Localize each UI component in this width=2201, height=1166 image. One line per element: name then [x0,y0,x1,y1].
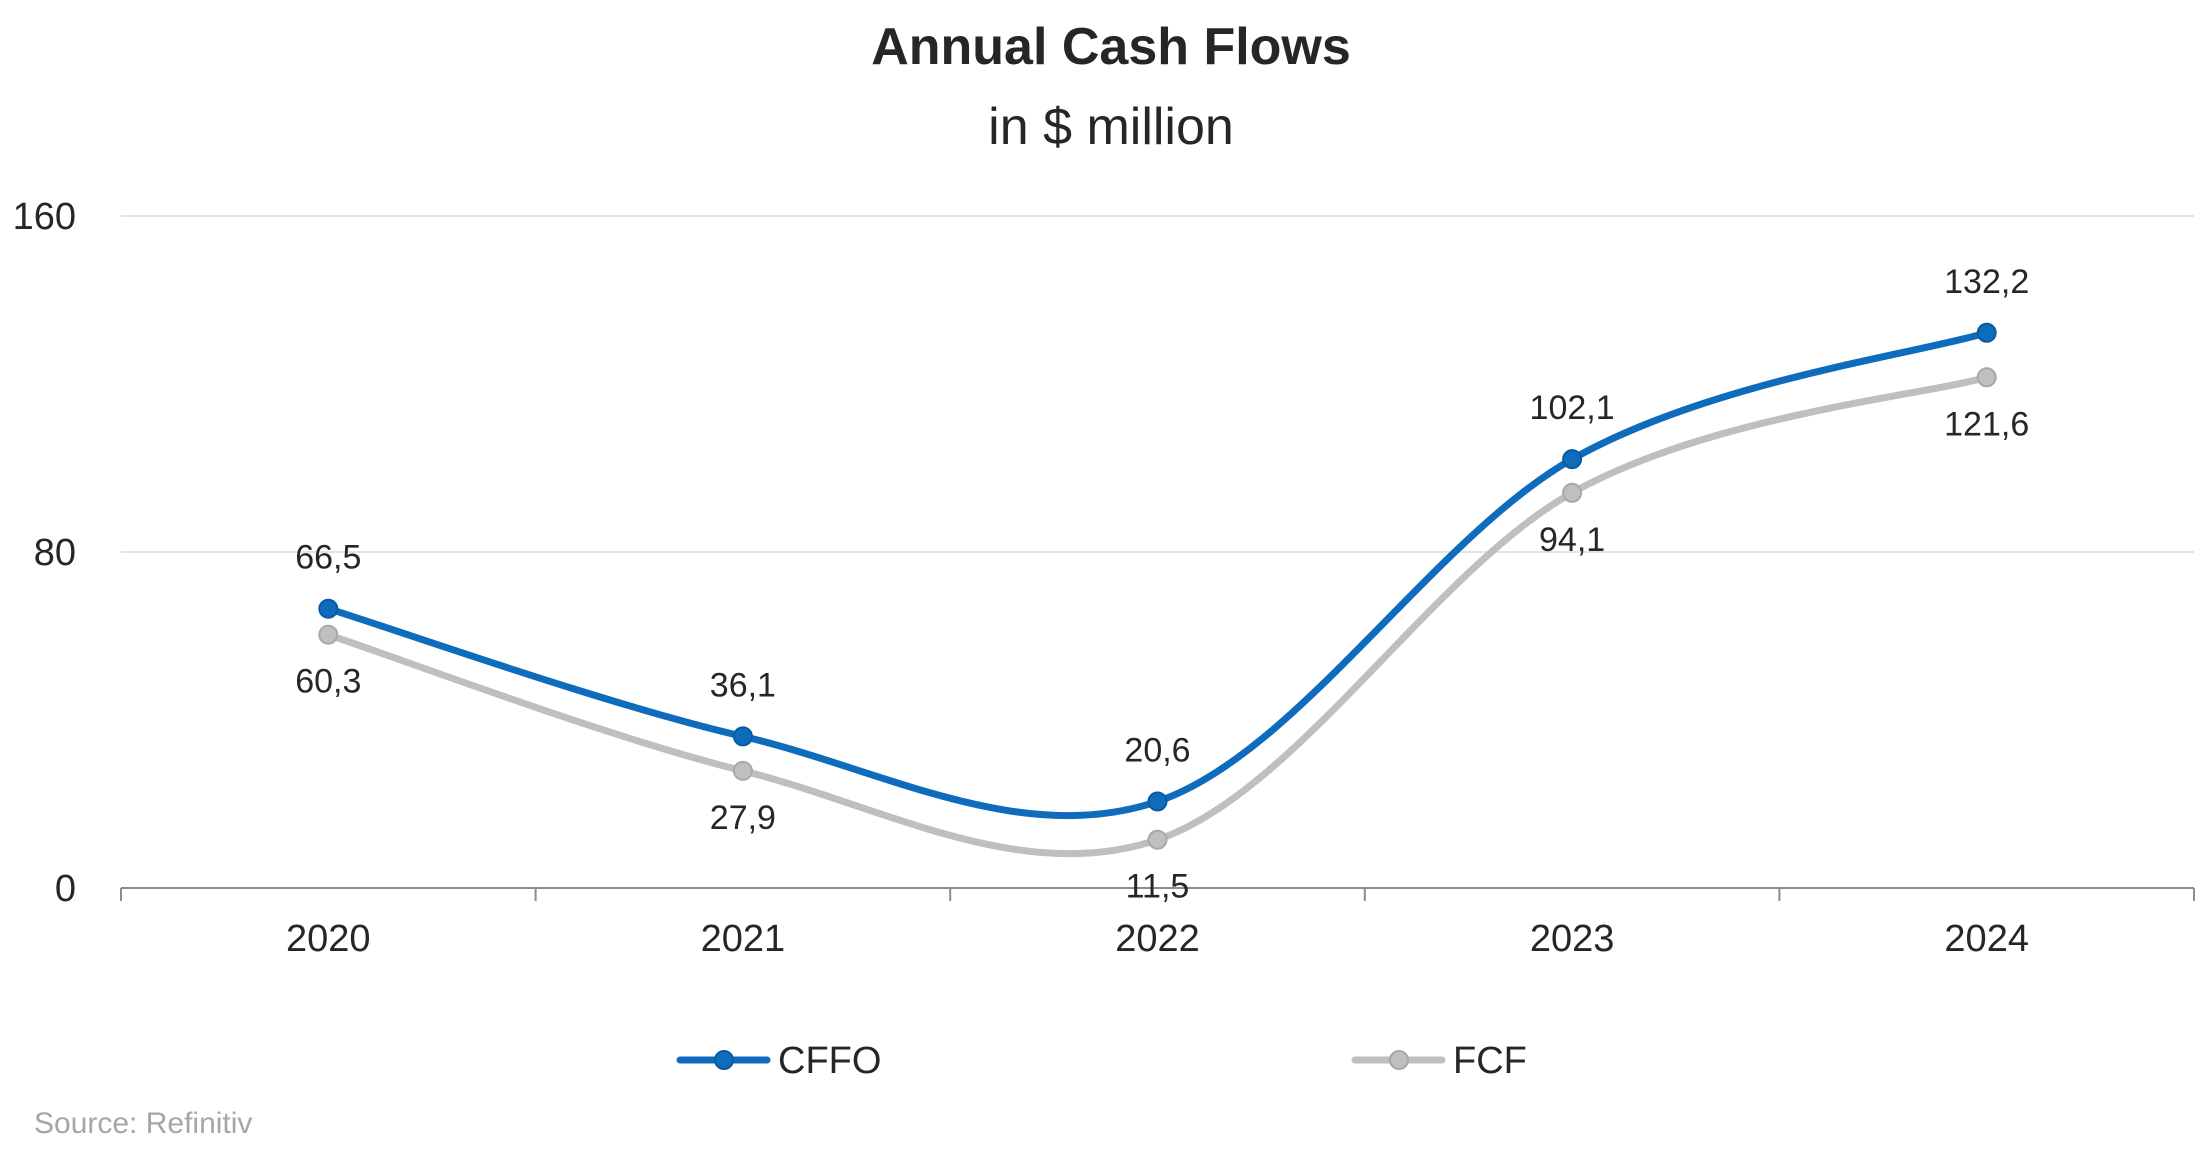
legend-label-cffo: CFFO [778,1040,881,1082]
y-tick-label: 160 [13,196,76,238]
legend: CFFO FCF [676,1040,1527,1082]
legend-label-fcf: FCF [1453,1040,1527,1082]
y-tick-label: 0 [55,868,76,910]
chart-subtitle: in $ million [988,98,1234,156]
chart-title: Annual Cash Flows [871,18,1351,76]
data-point-fcf [1976,367,1997,388]
x-tick-label: 2024 [1944,918,2029,960]
data-point-fcf [1562,482,1583,503]
data-labels: 66,5 36,1 20,6 102,1 132,2 60,3 27,9 11,5 94,1 12… [295,263,2029,906]
data-label-fcf: 94,1 [1539,521,1605,559]
data-label-cffo: 20,6 [1124,731,1190,769]
x-tick-label: 2020 [286,918,371,960]
series-lines [324,329,1991,858]
data-label-cffo: 132,2 [1944,263,2029,301]
x-tick-label: 2021 [701,918,786,960]
data-point-cffo [1976,322,1997,343]
y-tick-label: 80 [34,532,76,574]
x-tick-label: 2022 [1115,918,1200,960]
data-label-cffo: 66,5 [295,539,361,577]
legend-marker-cffo [714,1050,734,1070]
data-label-fcf: 60,3 [295,663,361,701]
series-line-fcf [324,373,1991,858]
data-point-fcf [318,624,339,645]
data-point-fcf [732,760,753,781]
x-tick-label: 2023 [1530,918,1615,960]
x-axis [120,887,2195,901]
data-point-cffo [1562,449,1583,470]
data-point-fcf [1147,829,1168,850]
data-label-fcf: 121,6 [1944,405,2029,443]
data-point-cffo [318,598,339,619]
data-point-cffo [732,726,753,747]
data-label-cffo: 36,1 [710,666,776,704]
data-point-cffo [1147,791,1168,812]
y-axis-ticks: 0 80 160 [13,196,76,910]
series-points [318,322,1997,850]
data-label-cffo: 102,1 [1530,389,1615,427]
x-axis-ticks: 2020 2021 2022 2023 2024 [286,918,2029,960]
data-label-fcf: 27,9 [710,799,776,837]
data-label-fcf: 11,5 [1126,868,1190,906]
source-note: Source: Refinitiv [34,1107,252,1140]
grid [121,215,2194,553]
legend-marker-fcf [1389,1050,1409,1070]
